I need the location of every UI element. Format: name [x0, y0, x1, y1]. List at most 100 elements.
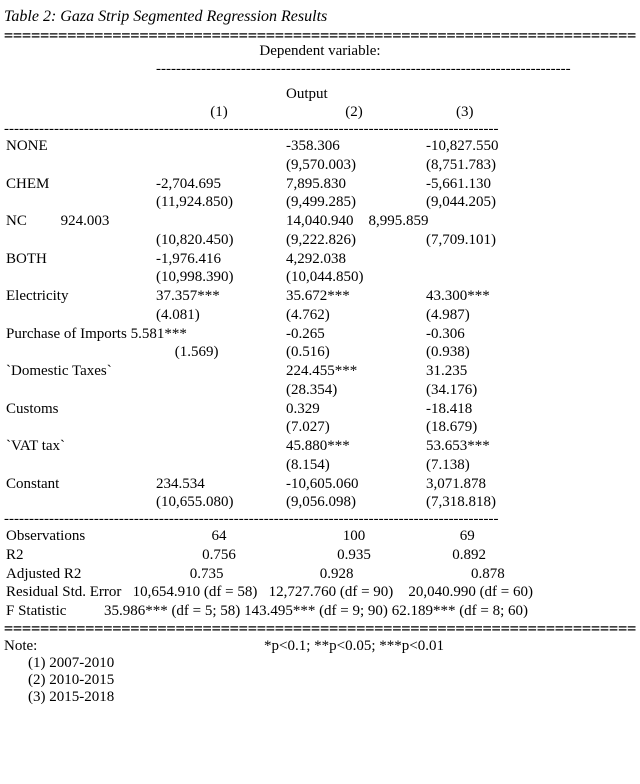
table-title: Table 2: Gaza Strip Segmented Regression… [4, 8, 636, 26]
cell-v2: 224.455*** [284, 362, 424, 381]
cell-s3: (18.679) [424, 418, 636, 437]
cell-label: R2 [4, 546, 154, 565]
row-const: Constant 234.534 -10,605.060 3,071.878 [4, 475, 636, 494]
cell-v3: -10,827.550 [424, 137, 636, 156]
cell-v3: 0.892 [424, 546, 636, 565]
cell-s2: (9,222.826) [284, 231, 424, 250]
cell-s2: (9,499.285) [284, 193, 424, 212]
row-dtax: `Domestic Taxes` 224.455*** 31.235 [4, 362, 636, 381]
row-vat-se: (8.154) (7.138) [4, 456, 636, 475]
cell-rse: Residual Std. Error 10,654.910 (df = 58)… [4, 583, 636, 602]
row-vat: `VAT tax` 45.880*** 53.653*** [4, 437, 636, 456]
cell-v1: -2,704.695 [154, 175, 284, 194]
cell-v2: -10,605.060 [284, 475, 424, 494]
rule-mid-dash: ----------------------------------------… [4, 512, 636, 527]
cell-v3 [424, 250, 636, 269]
cell-v2: 100 [284, 527, 424, 546]
cell-v2: 4,292.038 [284, 250, 424, 269]
cell-s3: (0.938) [424, 343, 636, 362]
row-rse: Residual Std. Error 10,654.910 (df = 58)… [4, 583, 636, 602]
cell-s2: (7.027) [284, 418, 424, 437]
cell-v3: 69 [424, 527, 636, 546]
cell-s2: (8.154) [284, 456, 424, 475]
note-period-2: (2) 2010-2015 [4, 672, 636, 689]
cell-s3: (34.176) [424, 381, 636, 400]
cell-s3: (9,044.205) [424, 193, 636, 212]
cell-s1: (10,655.080) [154, 493, 284, 512]
cell-s1: (10,998.390) [154, 268, 284, 287]
row-nc: NC 924.003 14,040.940 8,995.859 [4, 212, 636, 231]
cell-v1 [154, 362, 284, 381]
cell-v1: 64 [154, 527, 284, 546]
row-r2: R2 0.756 0.935 0.892 [4, 546, 636, 565]
cell-s1: (4.081) [154, 306, 284, 325]
cell-v2: 45.880*** [284, 437, 424, 456]
output-label: Output [284, 85, 424, 104]
cell-fstat: F Statistic 35.986*** (df = 5; 58) 143.4… [4, 602, 636, 621]
cell-v2: -0.265 [284, 325, 424, 344]
coef-table: NONE -358.306 -10,827.550 (9,570.003) (8… [4, 137, 636, 512]
row-none-se: (9,570.003) (8,751.783) [4, 156, 636, 175]
rule-top-double: ========================================… [4, 28, 636, 43]
rule-header-dash: ----------------------------------------… [4, 122, 636, 137]
cell-label: Observations [4, 527, 154, 546]
cell-s2: (4.762) [284, 306, 424, 325]
header-table: ----------------------------------------… [4, 60, 636, 122]
cell-v2: 7,895.830 [284, 175, 424, 194]
cell-v3: 53.653*** [424, 437, 636, 456]
cell-imp-merged: Purchase of Imports 5.581*** [4, 325, 284, 344]
row-chem: CHEM -2,704.695 7,895.830 -5,661.130 [4, 175, 636, 194]
note-period-3: (3) 2015-2018 [4, 689, 636, 706]
row-elec: Electricity 37.357*** 35.672*** 43.300**… [4, 287, 636, 306]
row-cust: Customs 0.329 -18.418 [4, 400, 636, 419]
cell-s2: (28.354) [284, 381, 424, 400]
cell-v3: -0.306 [424, 325, 636, 344]
row-const-se: (10,655.080) (9,056.098) (7,318.818) [4, 493, 636, 512]
cell-label: Customs [4, 400, 154, 419]
row-ar2: Adjusted R2 0.735 0.928 0.878 [4, 565, 636, 584]
col-header-2: (2) [284, 103, 424, 122]
cell-label: `Domestic Taxes` [4, 362, 154, 381]
cell-v2: 35.672*** [284, 287, 424, 306]
note-significance: *p<0.1; **p<0.05; ***p<0.01 [204, 638, 636, 655]
cell-v3: 31.235 [424, 362, 636, 381]
cell-v1: 0.735 [154, 565, 284, 584]
cell-label: NONE [4, 137, 154, 156]
cell-v2: -358.306 [284, 137, 424, 156]
cell-v1 [154, 137, 284, 156]
cell-label: BOTH [4, 250, 154, 269]
cell-s1: (11,924.850) [154, 193, 284, 212]
cell-v3: -18.418 [424, 400, 636, 419]
stats-table: Observations 64 100 69 R2 0.756 0.935 0.… [4, 527, 636, 621]
cell-v2: 0.935 [284, 546, 424, 565]
dependent-variable-label: Dependent variable: [259, 43, 380, 59]
cell-label: CHEM [4, 175, 154, 194]
rule-bottom-double: ========================================… [4, 621, 636, 636]
cell-label: Electricity [4, 287, 154, 306]
cell-nc-rest: 14,040.940 8,995.859 [284, 212, 636, 231]
cell-v1: 37.357*** [154, 287, 284, 306]
row-elec-se: (4.081) (4.762) (4.987) [4, 306, 636, 325]
cell-v3: -5,661.130 [424, 175, 636, 194]
cell-v2: 0.329 [284, 400, 424, 419]
rule-dep-dash: ----------------------------------------… [156, 60, 571, 79]
row-fstat: F Statistic 35.986*** (df = 5; 58) 143.4… [4, 602, 636, 621]
cell-label: `VAT tax` [4, 437, 154, 456]
row-chem-se: (11,924.850) (9,499.285) (9,044.205) [4, 193, 636, 212]
cell-v3: 3,071.878 [424, 475, 636, 494]
cell-s2: (9,056.098) [284, 493, 424, 512]
cell-v1: -1,976.416 [154, 250, 284, 269]
row-both: BOTH -1,976.416 4,292.038 [4, 250, 636, 269]
cell-v1: 234.534 [154, 475, 284, 494]
row-obs: Observations 64 100 69 [4, 527, 636, 546]
row-cust-se: (7.027) (18.679) [4, 418, 636, 437]
row-none: NONE -358.306 -10,827.550 [4, 137, 636, 156]
cell-s1 [154, 156, 284, 175]
cell-v2: 0.928 [284, 565, 424, 584]
row-both-se: (10,998.390) (10,044.850) [4, 268, 636, 287]
cell-s3: (7,318.818) [424, 493, 636, 512]
cell-v3: 0.878 [424, 565, 636, 584]
cell-nc-merged: NC 924.003 [4, 212, 284, 231]
cell-s2: (10,044.850) [284, 268, 424, 287]
cell-s3: (8,751.783) [424, 156, 636, 175]
